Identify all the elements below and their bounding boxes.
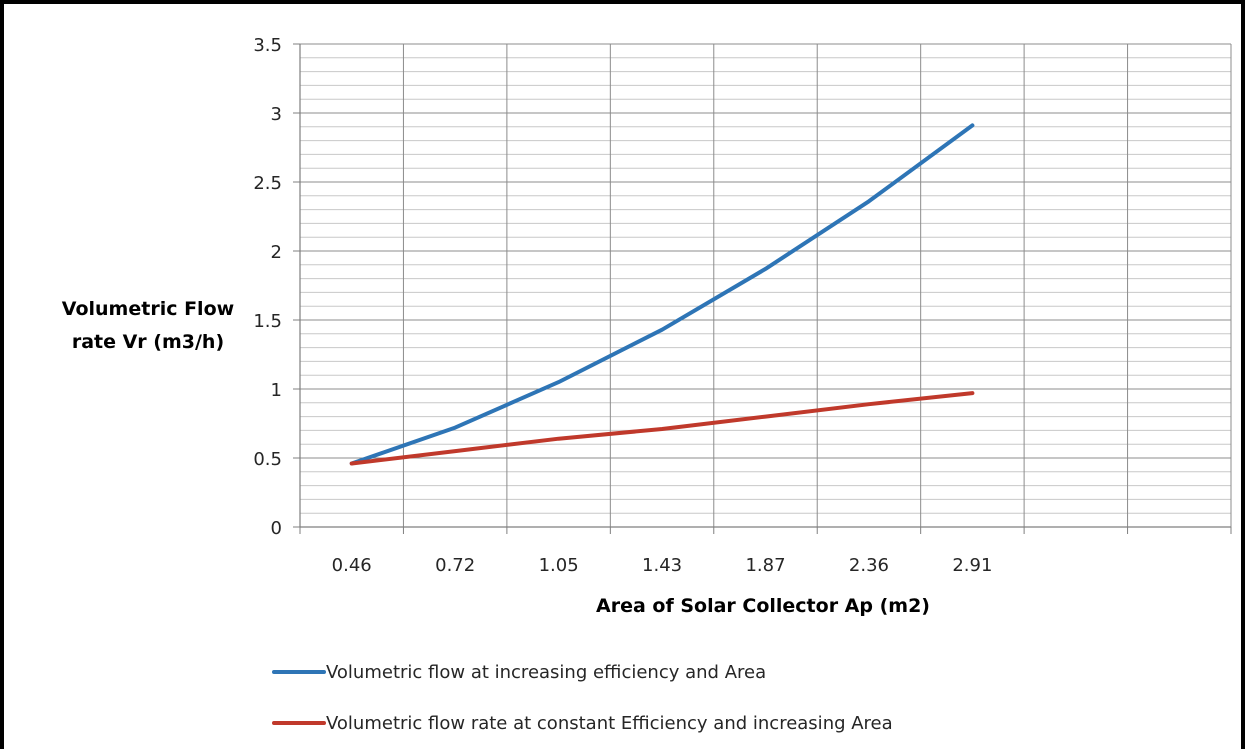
grid — [300, 43, 1232, 527]
x-tick-label: 0.46 — [332, 555, 372, 576]
series-line-2 — [349, 391, 975, 466]
legend-label-series-1: Volumetric flow at increasing efficiency… — [326, 662, 766, 683]
y-axis-title-line-1: Volumetric Flow — [62, 298, 234, 320]
y-tick-label: 2.5 — [253, 173, 282, 194]
legend: Volumetric flow at increasing efficiency… — [272, 662, 893, 734]
y-axis-title-line-2: rate Vr (m3/h) — [72, 331, 224, 353]
y-tick-label: 2 — [271, 242, 282, 263]
y-tick-label: 0 — [271, 518, 282, 539]
tick-labels: 0 0.5 1 1.5 2 2.5 3 3.5 0.46 0.72 1.05 1.43 1.87 2.36… — [253, 35, 992, 576]
x-tick-label: 1.43 — [642, 555, 682, 576]
x-tick-label: 2.91 — [952, 555, 992, 576]
y-tick-label: 1.5 — [253, 311, 282, 332]
y-tick-label: 0.5 — [253, 449, 282, 470]
x-tick-label: 1.05 — [539, 555, 579, 576]
x-axis-title: Area of Solar Collector Ap (m2) — [596, 595, 930, 617]
axes — [293, 43, 1232, 534]
legend-label-series-2: Volumetric flow rate at constant Efficie… — [326, 713, 893, 734]
y-tick-label: 3.5 — [253, 35, 282, 56]
line-chart: 0 0.5 1 1.5 2 2.5 3 3.5 0.46 0.72 1.05 1.43 1.87 2.36… — [62, 35, 1232, 734]
series-line-1 — [349, 123, 975, 466]
y-tick-label: 3 — [271, 104, 282, 125]
x-tick-label: 1.87 — [745, 555, 785, 576]
series-lines — [349, 123, 975, 466]
x-tick-label: 0.72 — [435, 555, 475, 576]
x-tick-label: 2.36 — [849, 555, 889, 576]
y-tick-label: 1 — [271, 380, 282, 401]
